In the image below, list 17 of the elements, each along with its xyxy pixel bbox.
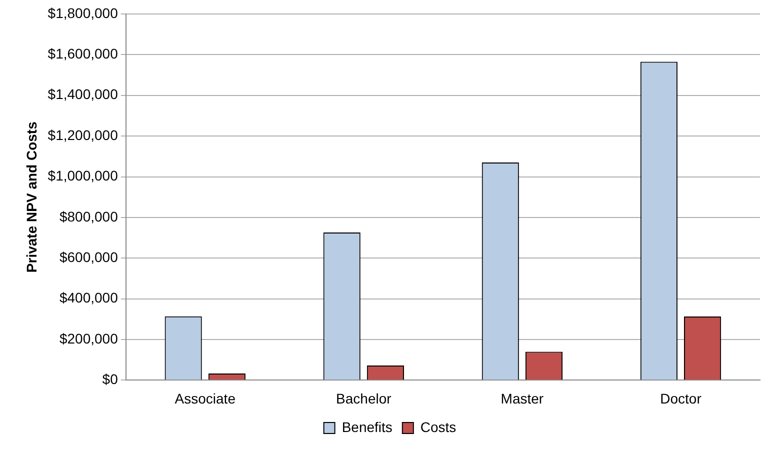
y-tick-label: $800,000 bbox=[59, 208, 118, 224]
x-tick-label: Associate bbox=[174, 390, 236, 406]
y-tick-label: $1,000,000 bbox=[48, 168, 118, 184]
y-tick-label: $1,600,000 bbox=[48, 46, 118, 62]
y-tick-label: $400,000 bbox=[59, 290, 118, 306]
y-tick-label: $1,200,000 bbox=[48, 126, 118, 143]
x-tick-label: Bachelor bbox=[336, 390, 392, 406]
y-tick-label: $1,400,000 bbox=[48, 86, 118, 102]
legend-label: Costs bbox=[420, 418, 456, 435]
y-tick-label: $1,800,000 bbox=[48, 4, 118, 21]
x-tick-label: Master bbox=[500, 390, 544, 406]
y-tick-label: $200,000 bbox=[59, 330, 118, 346]
y-axis-title: Private NPV and Costs bbox=[23, 121, 40, 273]
x-tick-label: Doctor bbox=[660, 390, 702, 406]
legend-label: Benefits bbox=[342, 418, 392, 435]
y-tick-label: $0 bbox=[102, 371, 118, 388]
y-tick-label: $600,000 bbox=[59, 248, 118, 265]
